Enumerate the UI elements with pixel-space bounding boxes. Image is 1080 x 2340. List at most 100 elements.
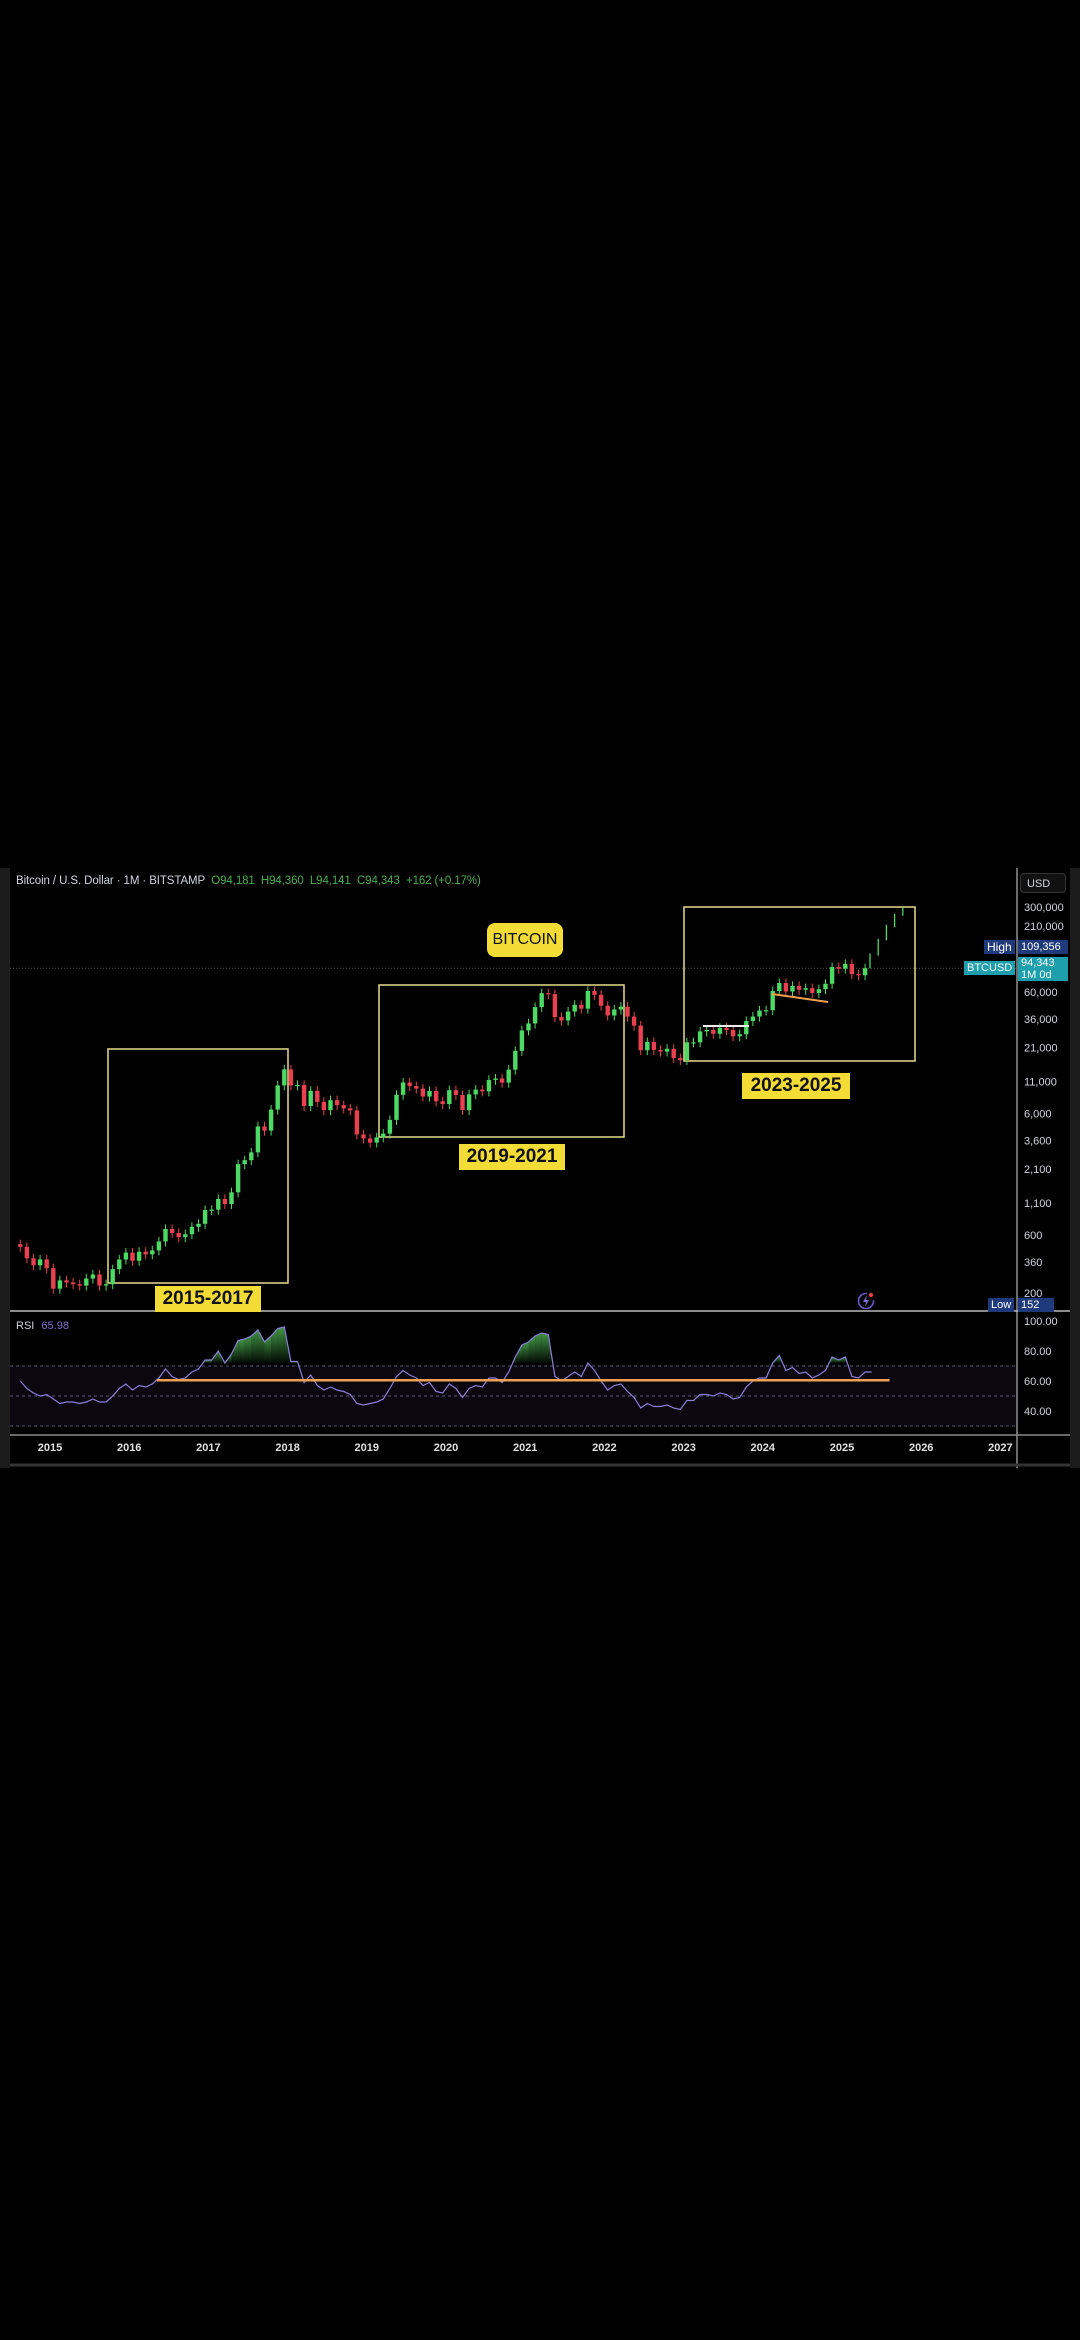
right-scrollbar[interactable] (1070, 868, 1080, 1468)
current-price-value: 94,343 (1021, 957, 1055, 969)
candle (519, 1030, 525, 1051)
candle (737, 1034, 742, 1037)
candle (843, 963, 848, 969)
price-tick-label: 2,100 (1024, 1164, 1052, 1176)
candle (605, 1005, 610, 1016)
time-tick-label: 2024 (751, 1442, 776, 1454)
time-tick-label: 2027 (988, 1442, 1012, 1454)
candle (750, 1016, 756, 1022)
candle (90, 1274, 96, 1279)
candle (823, 983, 828, 990)
candle (183, 1234, 188, 1238)
candle (592, 990, 597, 995)
candle (242, 1160, 247, 1165)
candle (704, 1029, 709, 1032)
candle (348, 1108, 353, 1111)
candle (777, 982, 782, 992)
ohlc-change: +162 (+0.17%) (405, 875, 481, 887)
candle (684, 1042, 690, 1061)
candle (433, 1091, 439, 1102)
candle (579, 1004, 584, 1009)
candle (103, 1284, 109, 1286)
candle (374, 1137, 379, 1143)
candle (110, 1269, 115, 1285)
rsi-tick-label: 40.00 (1024, 1406, 1052, 1418)
candle (862, 968, 868, 976)
rsi-overbought-fill (257, 1330, 265, 1363)
price-tick-label: 200 (1024, 1288, 1042, 1300)
cycle-box-3 (683, 906, 916, 1062)
price-tick-label: 11,000 (1024, 1077, 1057, 1089)
rsi-overbought-fill (271, 1328, 278, 1363)
rsi-overbought-fill (832, 1357, 839, 1363)
candle (255, 1126, 261, 1153)
candle (645, 1041, 650, 1051)
candle (724, 1027, 729, 1031)
candle (117, 1259, 122, 1270)
price-tick-label: 360 (1024, 1257, 1042, 1269)
time-tick-label: 2025 (830, 1442, 854, 1454)
candle (407, 1082, 412, 1087)
candle (499, 1078, 505, 1083)
cycle-label-2023-2025: 2023-2025 (742, 1073, 850, 1099)
rsi-overbought-fill (535, 1333, 542, 1363)
rsi-overbought-fill (244, 1336, 252, 1363)
candle (249, 1152, 254, 1161)
lightning-clock-icon[interactable] (856, 1291, 876, 1311)
candle (24, 1246, 30, 1259)
ohlc-low: L94,141 (309, 875, 351, 887)
candle (770, 991, 775, 1011)
candle (189, 1226, 195, 1235)
candle (618, 1006, 624, 1010)
candle (315, 1090, 320, 1102)
price-chart-svg[interactable]: 300,000 210,000 60,000 36,000 21,000 11,000 6,… (0, 868, 1080, 1468)
candle (651, 1041, 657, 1050)
trend-line (771, 993, 829, 1003)
candle (664, 1048, 670, 1052)
currency-button[interactable]: USD (1020, 873, 1066, 893)
candle (414, 1086, 419, 1089)
time-tick-label: 2026 (909, 1442, 933, 1454)
candle (229, 1192, 234, 1205)
rsi-tick-label: 100.00 (1024, 1316, 1058, 1328)
candle (321, 1101, 327, 1111)
candle (341, 1105, 346, 1109)
high-tag-value: 109,356 (1018, 940, 1068, 954)
ohlc-high: H94,360 (260, 875, 304, 887)
candle (169, 1228, 175, 1233)
candle (559, 1017, 564, 1021)
candle (486, 1079, 492, 1092)
rsi-tick-label: 80.00 (1024, 1346, 1052, 1358)
candle (658, 1049, 663, 1052)
candle (44, 1259, 49, 1269)
candle (387, 1119, 393, 1134)
high-tag-label: High (984, 940, 1015, 954)
rsi-legend[interactable]: RSI 65.98 (16, 1320, 69, 1332)
rsi-overbought-fill (521, 1342, 529, 1363)
price-tick-label: 1,100 (1024, 1198, 1052, 1210)
chart-panel[interactable]: 300,000 210,000 60,000 36,000 21,000 11,000 6,… (0, 868, 1080, 1468)
candle (638, 1025, 643, 1051)
price-tick-label: 210,000 (1024, 921, 1064, 933)
candle (51, 1268, 56, 1289)
time-tick-label: 2018 (275, 1442, 299, 1454)
candle (163, 1228, 168, 1242)
candle (625, 1006, 630, 1017)
time-tick-label: 2017 (196, 1442, 220, 1454)
rsi-label: RSI (16, 1320, 35, 1332)
candle (671, 1048, 676, 1059)
candle (209, 1209, 214, 1211)
candle (37, 1259, 43, 1266)
candle (744, 1021, 749, 1035)
symbol-title: Bitcoin / U.S. Dollar · 1M · BITSTAMP (16, 875, 206, 887)
cycle-box-2 (378, 984, 625, 1138)
candle (77, 1284, 82, 1286)
candle (156, 1241, 162, 1251)
candle (295, 1084, 300, 1087)
cycle-label-2019-2021: 2019-2021 (459, 1144, 565, 1170)
candle (216, 1198, 221, 1210)
rsi-line (19, 1326, 872, 1411)
rsi-overbought-fill (251, 1330, 258, 1363)
candle (585, 990, 591, 1009)
candle (282, 1069, 287, 1086)
